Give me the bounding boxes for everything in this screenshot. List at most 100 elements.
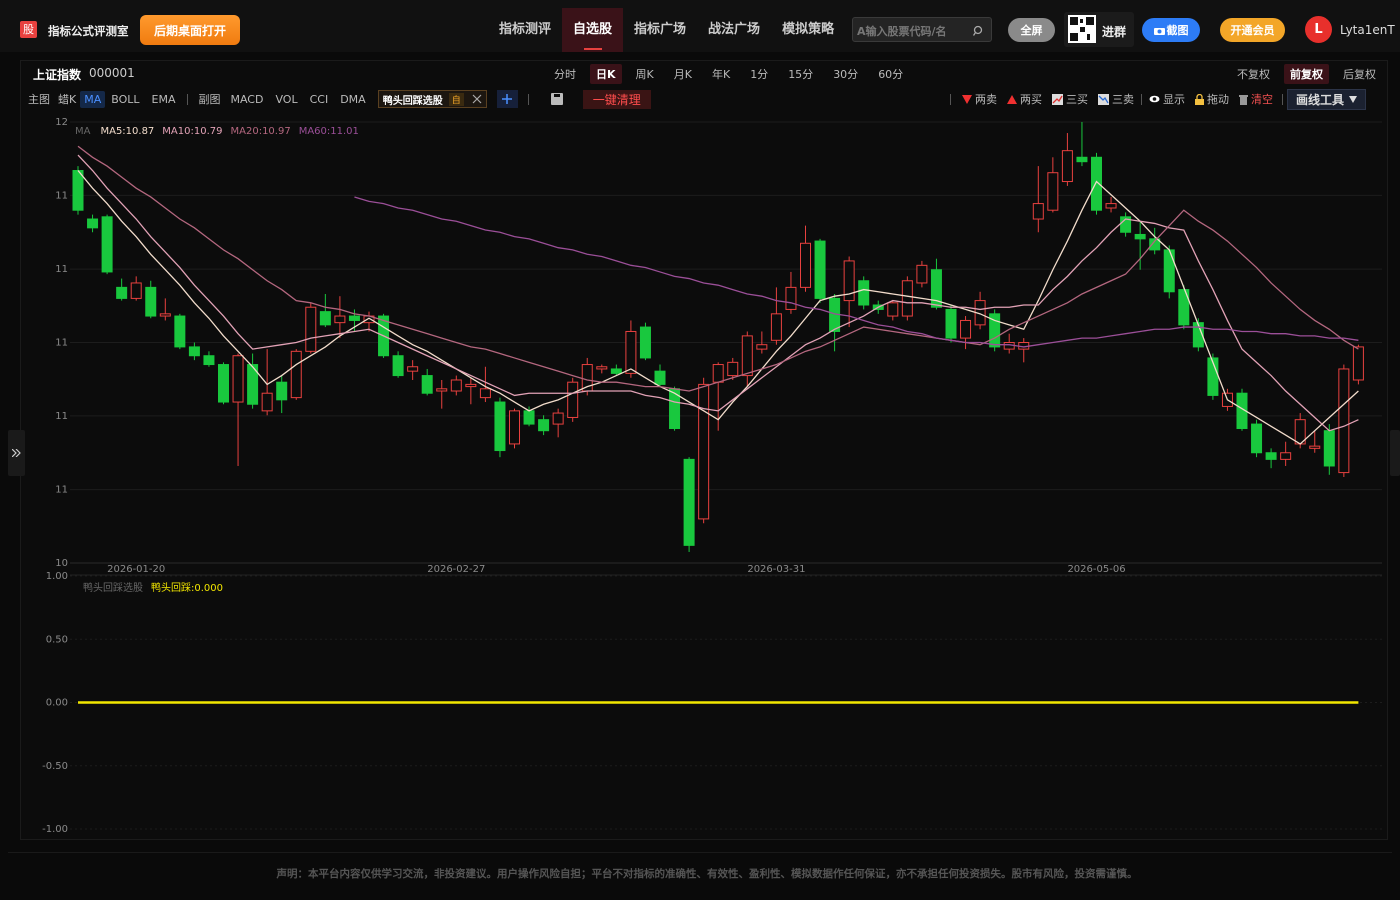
period-tab[interactable]: 月K bbox=[673, 68, 692, 81]
add-button[interactable] bbox=[496, 90, 518, 108]
candle-body bbox=[1352, 346, 1364, 381]
stock-code: 000001 bbox=[89, 66, 135, 80]
chevron bbox=[12, 449, 21, 457]
sub-item[interactable]: MACD bbox=[230, 92, 264, 106]
indicator-chip[interactable]: 鸭头回踩选股 自 bbox=[377, 90, 487, 108]
tool[interactable]: 三买 bbox=[1052, 91, 1088, 107]
period-tab[interactable]: 分时 bbox=[554, 68, 576, 81]
candle-body bbox=[625, 330, 637, 374]
candle-body bbox=[203, 355, 215, 366]
candle-body bbox=[1192, 322, 1204, 348]
separator bbox=[187, 93, 189, 105]
candle-body bbox=[683, 458, 695, 546]
tool[interactable]: 两卖 bbox=[962, 91, 997, 107]
avatar[interactable]: L bbox=[1305, 16, 1332, 43]
y-tick-label: 0.00 bbox=[46, 698, 68, 709]
tool-icon bbox=[1098, 93, 1109, 105]
period-tab[interactable]: 日K bbox=[590, 64, 622, 84]
nav-item[interactable]: 模拟策略 bbox=[782, 22, 835, 37]
tool-label: 两买 bbox=[1020, 93, 1042, 106]
caret bbox=[1349, 95, 1358, 103]
candle-body bbox=[72, 170, 84, 211]
adjust-tab[interactable]: 后复权 bbox=[1343, 68, 1376, 81]
period-tab[interactable]: 60分 bbox=[878, 68, 904, 81]
desktop-button[interactable]: 后期桌面打开 bbox=[140, 15, 240, 45]
tool[interactable]: 两买 bbox=[1007, 91, 1042, 107]
legend-title: MA bbox=[75, 126, 91, 137]
tool[interactable]: 三卖 bbox=[1098, 91, 1134, 107]
chip-close[interactable] bbox=[472, 94, 482, 104]
tool-icon bbox=[1195, 93, 1204, 105]
sub-item[interactable]: DMA bbox=[340, 92, 366, 106]
search-icon bbox=[973, 25, 983, 36]
tool-label: 三买 bbox=[1066, 93, 1088, 106]
main-item[interactable]: MA bbox=[80, 90, 106, 108]
period-tabs: 分时 日K 周K 月K 年K 1分 15分 30分 60分 bbox=[548, 64, 909, 84]
adjust-tab[interactable]: 前复权 bbox=[1284, 64, 1329, 84]
candle-body bbox=[130, 282, 142, 299]
candle-body bbox=[1032, 203, 1044, 220]
period-tab[interactable]: 周K bbox=[635, 68, 654, 81]
tool-label: 拖动 bbox=[1207, 93, 1229, 106]
nav-underline bbox=[584, 48, 602, 50]
nav-item[interactable]: 自选股 bbox=[562, 8, 624, 52]
nav-item[interactable]: 指标测评 bbox=[499, 22, 552, 37]
vip-button[interactable]: 开通会员 bbox=[1220, 18, 1285, 42]
tool[interactable]: 拖动 bbox=[1195, 91, 1229, 107]
x-tick-label: 2026-03-31 bbox=[747, 564, 805, 575]
period-tab[interactable]: 年K bbox=[711, 68, 731, 81]
ma-line bbox=[354, 196, 1359, 348]
candle-body bbox=[436, 388, 448, 392]
sub-item[interactable]: CCI bbox=[309, 92, 329, 106]
adjust-tab[interactable]: 不复权 bbox=[1237, 68, 1270, 81]
tool-icon bbox=[1149, 95, 1160, 103]
main-item[interactable]: BOLL bbox=[111, 92, 140, 106]
candle-body bbox=[1280, 452, 1292, 460]
legend-item: MA60:11.01 bbox=[299, 126, 359, 137]
period-tab[interactable]: 1分 bbox=[750, 68, 769, 81]
tool[interactable]: 显示 bbox=[1149, 91, 1185, 107]
sub-label: 副图 bbox=[198, 93, 221, 106]
tool[interactable]: 清空 bbox=[1239, 91, 1273, 107]
candle-body bbox=[101, 216, 113, 273]
nav-item[interactable]: 战法广场 bbox=[708, 22, 761, 37]
period-tab[interactable]: 30分 bbox=[833, 68, 859, 81]
y-tick-label: 1.00 bbox=[46, 571, 68, 582]
period-tab[interactable]: 15分 bbox=[788, 68, 814, 81]
search-box[interactable]: A输入股票代码/名 bbox=[852, 17, 992, 42]
tool-label: 清空 bbox=[1251, 93, 1273, 106]
main-item[interactable]: EMA bbox=[151, 92, 176, 106]
group-box[interactable]: 进群 bbox=[1064, 12, 1134, 47]
candle-body bbox=[901, 280, 913, 317]
adjust-tabs: 不复权 前复权 后复权 bbox=[1231, 64, 1382, 84]
candle-body bbox=[479, 388, 491, 399]
candle-body bbox=[261, 392, 273, 412]
tool-label: 三卖 bbox=[1112, 93, 1134, 106]
candle-body bbox=[654, 370, 666, 385]
screenshot-button[interactable]: 截图 bbox=[1142, 18, 1200, 42]
save-icon[interactable] bbox=[550, 93, 563, 105]
candle-body bbox=[770, 313, 782, 341]
candle-body bbox=[218, 364, 229, 403]
candle-body bbox=[348, 315, 360, 321]
nav-item[interactable]: 指标广场 bbox=[634, 22, 687, 37]
clear-button[interactable]: 一键清理 bbox=[582, 89, 651, 109]
tool-label: 显示 bbox=[1163, 93, 1185, 106]
group-label: 进群 bbox=[1102, 25, 1127, 39]
ma-line bbox=[77, 145, 1359, 392]
main-item[interactable]: 蜡K bbox=[58, 93, 77, 106]
chip-label: 鸭头回踩选股 bbox=[382, 95, 443, 107]
fullscreen-button[interactable]: 全屏 bbox=[1008, 18, 1055, 42]
sub-item[interactable]: VOL bbox=[275, 92, 298, 106]
candle-body bbox=[1076, 156, 1088, 163]
draw-tools-label: 画线工具 bbox=[1296, 92, 1345, 107]
left-toggle[interactable] bbox=[8, 430, 25, 476]
x-tick-label: 2026-05-06 bbox=[1067, 564, 1125, 575]
candle-body bbox=[145, 286, 157, 317]
top-bar: 股 指标公式评测室 后期桌面打开 指标测评 自选股 指标广场 战法广场 模拟策略… bbox=[0, 0, 1400, 52]
draw-tools-button[interactable]: 画线工具 bbox=[1287, 88, 1367, 110]
right-toggle[interactable] bbox=[1390, 430, 1400, 476]
search-placeholder: A输入股票代码/名 bbox=[857, 25, 947, 38]
